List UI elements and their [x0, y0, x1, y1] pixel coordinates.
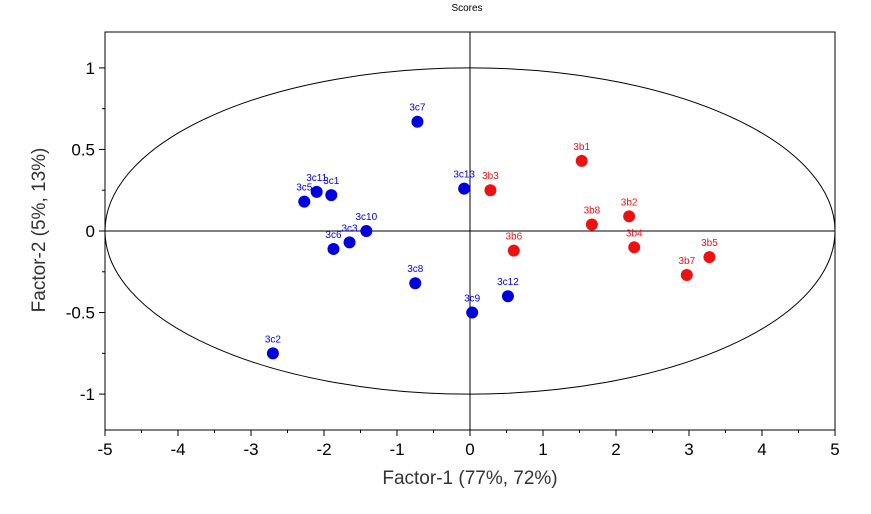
point-label-3b2: 3b2 — [621, 197, 638, 208]
data-point-3c1 — [325, 189, 338, 202]
x-axis-label: Factor-1 (77%, 72%) — [382, 468, 557, 489]
point-label-3c8: 3c8 — [407, 264, 424, 275]
y-tick-label: 1 — [86, 59, 95, 78]
point-label-3c5: 3c5 — [296, 183, 313, 194]
data-point-3c13 — [458, 182, 471, 195]
x-tick-label: 1 — [538, 440, 547, 459]
data-point-3c5 — [298, 195, 311, 208]
data-point-3c6 — [327, 242, 340, 255]
point-label-3c10: 3c10 — [355, 212, 377, 223]
point-label-3c2: 3c2 — [265, 334, 282, 345]
y-axis-label: Factor-2 (5%, 13%) — [29, 148, 50, 313]
data-point-3b2 — [623, 210, 636, 223]
data-point-3c2 — [266, 347, 279, 360]
x-tick-label: -1 — [389, 440, 404, 459]
x-tick-label: -4 — [170, 440, 185, 459]
point-label-3b7: 3b7 — [678, 256, 695, 267]
data-point-3c9 — [466, 306, 479, 319]
data-point-3b5 — [703, 251, 716, 264]
plot-area: -5 -4 -3 -2 -1 0 1 2 3 4 5 -1 -0.5 0 0.5 1 3c2 3c3 3c5 3c6 3… — [66, 31, 840, 459]
data-point-3b3 — [484, 184, 497, 197]
x-tick-label: -3 — [243, 440, 258, 459]
y-tick-label: 0.5 — [71, 140, 95, 159]
point-label-3b3: 3b3 — [482, 171, 499, 182]
data-point-3c12 — [501, 290, 514, 303]
point-label-3c3: 3c3 — [341, 223, 358, 234]
point-label-3c12: 3c12 — [497, 277, 519, 288]
point-label-3b1: 3b1 — [573, 142, 590, 153]
point-label-3b8: 3b8 — [584, 205, 601, 216]
point-label-3c6: 3c6 — [325, 230, 342, 241]
data-point-3c7 — [411, 115, 424, 128]
x-tick-label: 2 — [611, 440, 620, 459]
data-point-3b1 — [575, 154, 588, 167]
x-tick-label: 0 — [465, 440, 474, 459]
data-point-3b8 — [585, 218, 598, 231]
data-point-3c11 — [310, 185, 323, 198]
point-label-3b5: 3b5 — [701, 238, 718, 249]
x-tick-label: 3 — [684, 440, 693, 459]
data-point-3c3 — [343, 236, 356, 249]
x-tick-label: -5 — [97, 440, 112, 459]
point-label-3b6: 3b6 — [505, 232, 522, 243]
data-point-3c10 — [360, 225, 373, 237]
data-point-3b6 — [507, 244, 520, 257]
data-point-3b7 — [680, 269, 693, 282]
x-tick-label: -2 — [316, 440, 331, 459]
point-label-3b4: 3b4 — [626, 228, 643, 239]
x-tick-label: 5 — [830, 440, 839, 459]
chart-title: Scores — [451, 3, 482, 14]
data-point-3b4 — [628, 241, 641, 254]
y-tick-label: -0.5 — [66, 304, 95, 323]
data-point-3c8 — [409, 277, 422, 290]
point-label-3c1: 3c1 — [323, 176, 340, 187]
x-tick-label: 4 — [757, 440, 766, 459]
point-label-3c9: 3c9 — [464, 294, 481, 305]
y-tick-label: -1 — [80, 385, 95, 404]
point-label-3c13: 3c13 — [453, 170, 475, 181]
y-tick-label: 0 — [86, 222, 95, 241]
point-label-3c11: 3c11 — [306, 173, 327, 184]
point-label-3c7: 3c7 — [409, 103, 426, 114]
